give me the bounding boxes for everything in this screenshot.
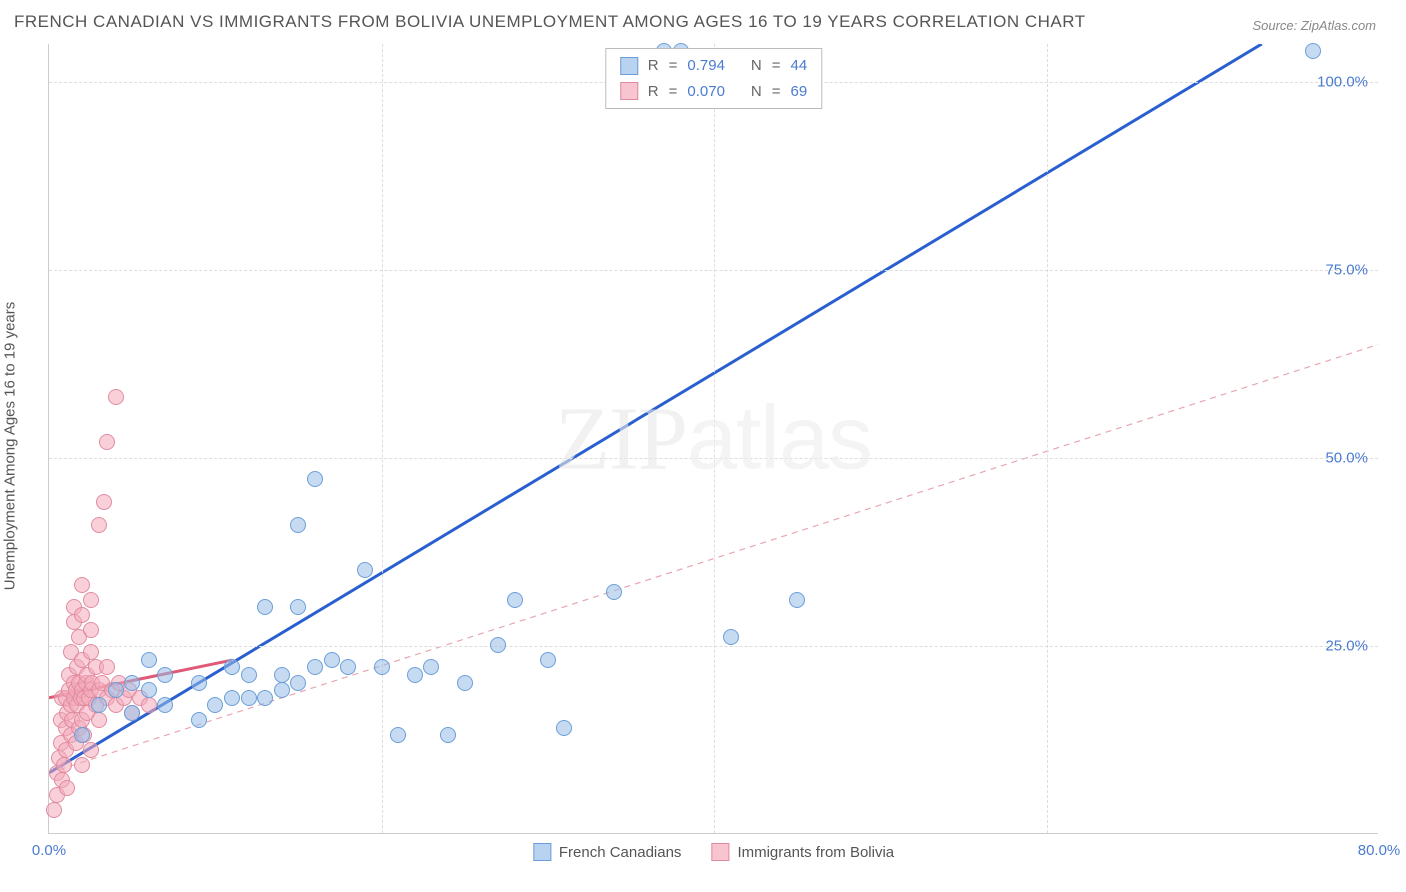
scatter-point (157, 667, 173, 683)
scatter-point (83, 742, 99, 758)
legend-row-1: R = 0.794 N = 44 (620, 53, 807, 79)
legend-label-0: French Canadians (559, 844, 682, 861)
scatter-point (108, 389, 124, 405)
scatter-point (99, 659, 115, 675)
swatch-series-1 (620, 82, 638, 100)
scatter-point (324, 652, 340, 668)
scatter-point (91, 712, 107, 728)
scatter-point (99, 434, 115, 450)
watermark-zip: ZIP (555, 389, 687, 488)
scatter-point (407, 667, 423, 683)
legend-label-1: Immigrants from Bolivia (737, 844, 894, 861)
scatter-point (290, 675, 306, 691)
gridline-v (714, 44, 715, 833)
scatter-point (74, 607, 90, 623)
scatter-point (59, 780, 75, 796)
legend-swatch-1 (711, 843, 729, 861)
n-value-0: 44 (791, 53, 808, 79)
scatter-point (96, 494, 112, 510)
xtick-label: 80.0% (1358, 842, 1401, 859)
scatter-point (74, 727, 90, 743)
scatter-point (723, 629, 739, 645)
scatter-point (124, 705, 140, 721)
scatter-point (83, 644, 99, 660)
scatter-point (83, 622, 99, 638)
scatter-point (141, 682, 157, 698)
scatter-point (141, 697, 157, 713)
ytick-label: 25.0% (1325, 637, 1368, 654)
legend-item-0: French Canadians (533, 843, 682, 861)
scatter-point (207, 697, 223, 713)
scatter-point (423, 659, 439, 675)
n-value-1: 69 (791, 79, 808, 105)
scatter-point (290, 517, 306, 533)
scatter-point (307, 659, 323, 675)
scatter-point (374, 659, 390, 675)
scatter-point (91, 697, 107, 713)
scatter-point (440, 727, 456, 743)
scatter-point (556, 720, 572, 736)
xtick-label: 0.0% (32, 842, 66, 859)
gridline-v (1047, 44, 1048, 833)
scatter-point (241, 667, 257, 683)
swatch-series-0 (620, 57, 638, 75)
legend-swatch-0 (533, 843, 551, 861)
scatter-point (46, 802, 62, 818)
scatter-point (241, 690, 257, 706)
ytick-label: 50.0% (1325, 449, 1368, 466)
r-value-0: 0.794 (687, 53, 725, 79)
scatter-point (141, 652, 157, 668)
chart-title: FRENCH CANADIAN VS IMMIGRANTS FROM BOLIV… (14, 12, 1086, 32)
y-axis-label: Unemployment Among Ages 16 to 19 years (2, 302, 19, 591)
gridline-v (382, 44, 383, 833)
legend-row-2: R = 0.070 N = 69 (620, 79, 807, 105)
scatter-point (540, 652, 556, 668)
scatter-point (307, 471, 323, 487)
scatter-point (224, 690, 240, 706)
scatter-point (274, 682, 290, 698)
scatter-point (83, 592, 99, 608)
scatter-point (274, 667, 290, 683)
scatter-point (56, 757, 72, 773)
chart-area: ZIPatlas R = 0.794 N = 44 R = 0.070 N = … (48, 44, 1378, 834)
scatter-point (789, 592, 805, 608)
legend-bottom: French Canadians Immigrants from Bolivia (533, 843, 894, 861)
n-label-0: N (751, 53, 762, 79)
scatter-point (340, 659, 356, 675)
scatter-point (257, 690, 273, 706)
ytick-label: 100.0% (1317, 73, 1368, 90)
scatter-point (224, 659, 240, 675)
scatter-point (108, 682, 124, 698)
scatter-point (507, 592, 523, 608)
scatter-point (1305, 43, 1321, 59)
scatter-point (390, 727, 406, 743)
scatter-point (191, 675, 207, 691)
legend-item-1: Immigrants from Bolivia (711, 843, 894, 861)
source-label: Source: ZipAtlas.com (1252, 18, 1376, 33)
scatter-point (457, 675, 473, 691)
scatter-point (157, 697, 173, 713)
r-label-0: R (648, 53, 659, 79)
scatter-point (91, 517, 107, 533)
scatter-point (74, 577, 90, 593)
scatter-point (606, 584, 622, 600)
correlation-legend: R = 0.794 N = 44 R = 0.070 N = 69 (605, 48, 822, 109)
scatter-point (191, 712, 207, 728)
scatter-point (490, 637, 506, 653)
scatter-point (257, 599, 273, 615)
n-label-1: N (751, 79, 762, 105)
scatter-point (124, 675, 140, 691)
r-value-1: 0.070 (687, 79, 725, 105)
ytick-label: 75.0% (1325, 261, 1368, 278)
scatter-point (290, 599, 306, 615)
scatter-point (74, 757, 90, 773)
scatter-point (357, 562, 373, 578)
r-label-1: R (648, 79, 659, 105)
